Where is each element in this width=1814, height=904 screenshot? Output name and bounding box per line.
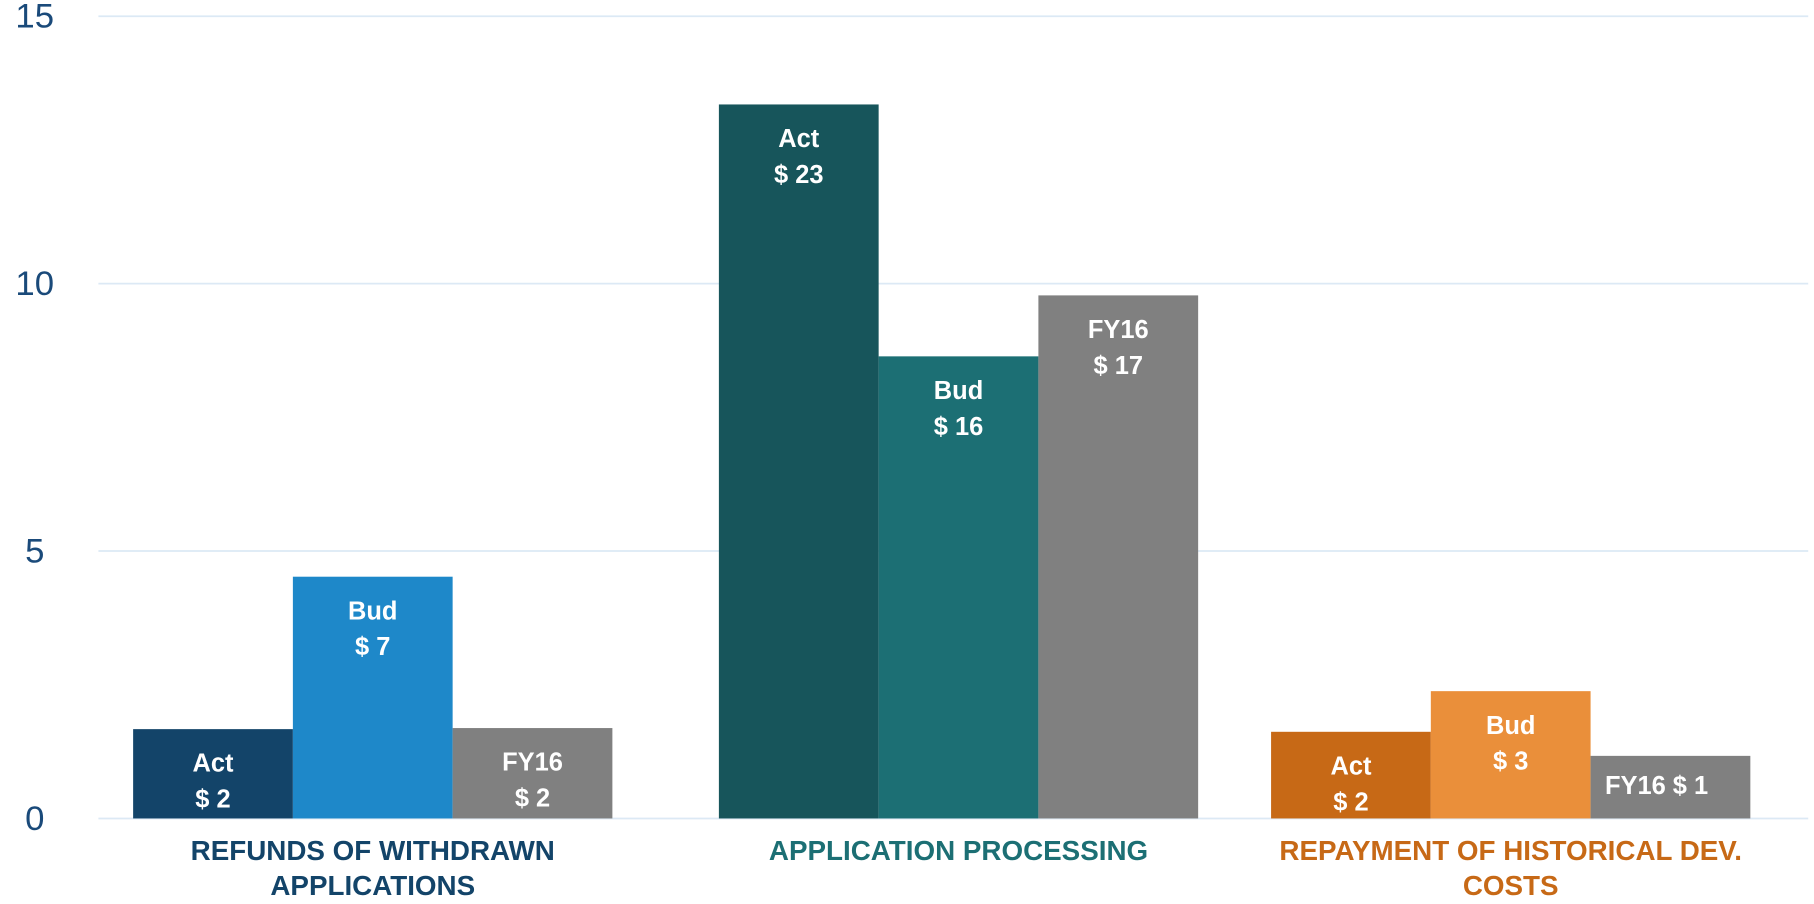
bar-label-name: Bud — [1486, 712, 1535, 740]
bar — [1271, 731, 1431, 819]
x-tick-label: REFUNDS OF WITHDRAWN APPLICATIONS — [190, 835, 555, 902]
bar-label-name: Act — [778, 125, 820, 153]
x-tick-label: APPLICATION PROCESSING — [768, 835, 1149, 868]
bar — [1038, 295, 1199, 819]
bar-label-amount: $ 2 — [515, 785, 550, 813]
bar-label-amount: $ 1 — [1673, 772, 1708, 800]
bar-label-amount: $ 16 — [934, 413, 984, 441]
bar-label-amount: $ 3 — [1493, 748, 1528, 776]
bar — [292, 576, 453, 819]
bar — [1590, 755, 1751, 819]
bar-label-name: Bud — [348, 597, 397, 625]
bar-label-name: Act — [192, 750, 234, 778]
bar-label-amount: $ 17 — [1093, 352, 1143, 380]
y-tick-label: 5 — [25, 533, 44, 571]
bar-label-amount: $ 2 — [1333, 788, 1368, 816]
y-tick-label: 10 — [15, 265, 54, 303]
bar-label-amount: $ 23 — [774, 161, 824, 189]
bar-label-name: Bud — [934, 377, 983, 405]
bar-label-name: Act — [1330, 752, 1372, 780]
bar-label-name: FY16 — [1088, 316, 1149, 344]
bar-label-amount: $ 2 — [195, 786, 230, 814]
bar-label-name: FY16 — [1605, 772, 1666, 800]
bar — [718, 104, 879, 819]
y-tick-label: 15 — [15, 0, 54, 36]
bar-label-amount: $ 7 — [355, 633, 390, 661]
bar — [1430, 691, 1591, 819]
bar — [452, 728, 613, 819]
y-tick-label: 0 — [25, 800, 44, 838]
bar-label-name: FY16 — [502, 749, 563, 777]
bar — [133, 729, 293, 819]
x-tick-label: REPAYMENT OF HISTORICAL DEV. COSTS — [1279, 835, 1743, 902]
bar — [878, 356, 1039, 819]
